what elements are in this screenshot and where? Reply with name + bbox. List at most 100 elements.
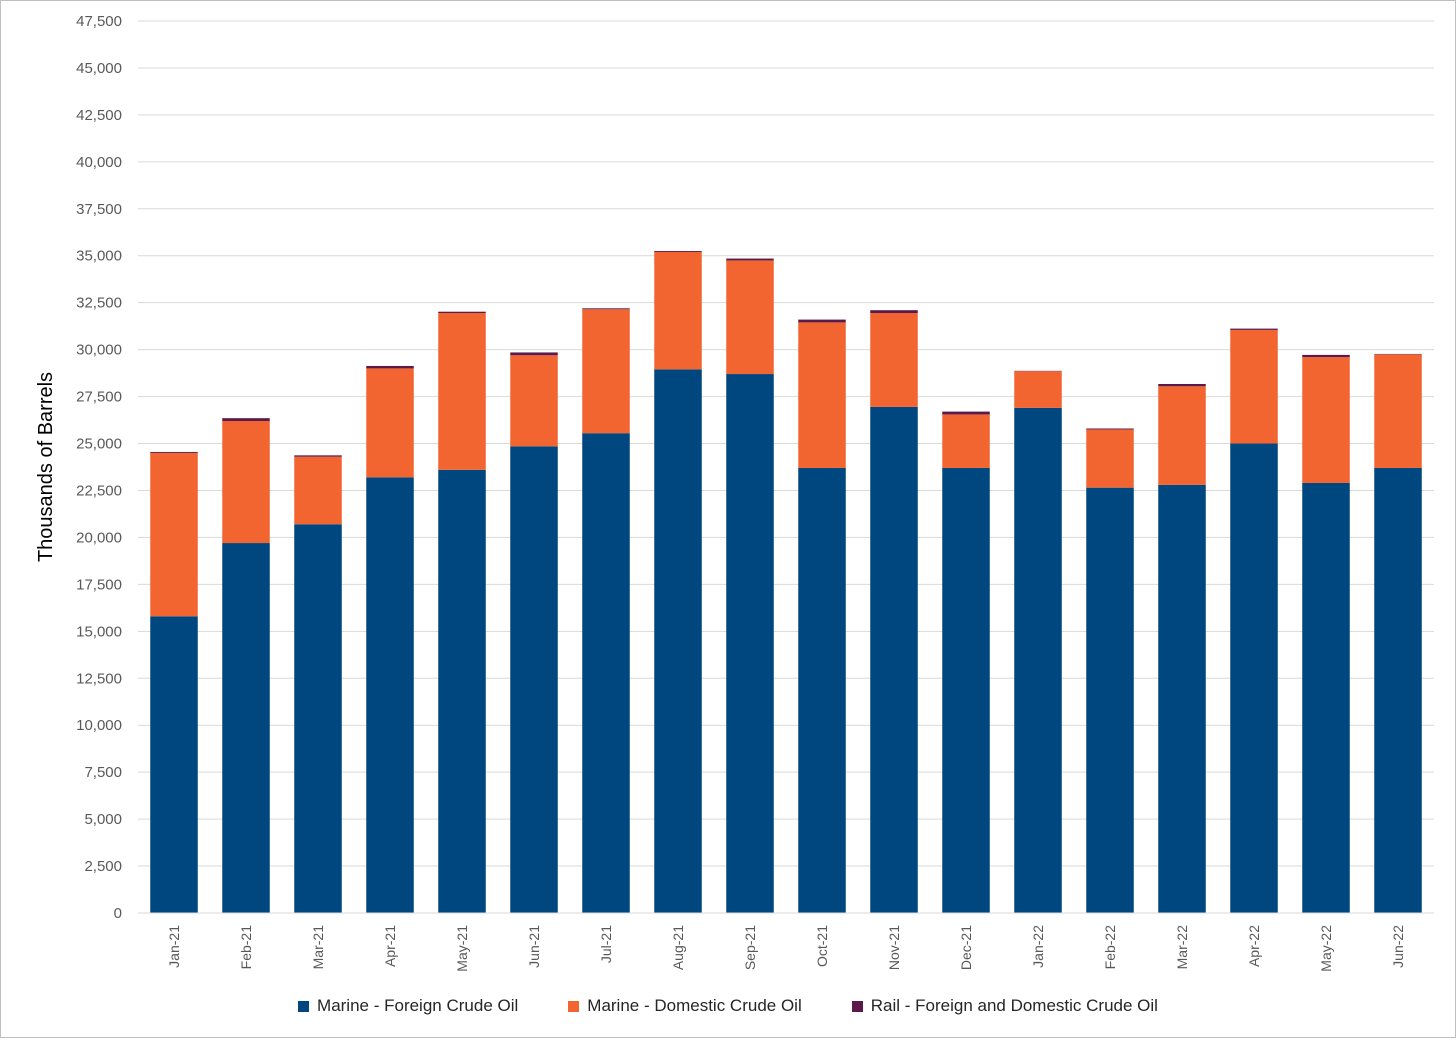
bar-segment-rail-jul-21: [582, 308, 630, 310]
y-tick-label: 40,000: [76, 154, 122, 171]
legend-label-rail: Rail - Foreign and Domestic Crude Oil: [870, 996, 1158, 1015]
bar-segment-marine-foreign-jan-21: [150, 616, 198, 913]
y-tick-label: 22,500: [76, 482, 122, 499]
x-tick-label: Feb-21: [238, 925, 254, 970]
y-tick-label: 42,500: [76, 107, 122, 124]
bar-segment-rail-jan-21: [150, 451, 198, 453]
x-tick-label: Feb-22: [1102, 925, 1118, 970]
bar-segment-marine-domestic-jan-21: [150, 452, 198, 617]
legend-item-marine-foreign: Marine - Foreign Crude Oil: [298, 996, 518, 1016]
bar-segment-rail-oct-21: [798, 319, 846, 323]
bar-segment-rail-may-22: [1302, 354, 1350, 358]
bar-segment-marine-domestic-dec-21: [942, 414, 990, 468]
y-tick-label: 2,500: [84, 858, 122, 875]
legend-swatch-rail: [851, 1000, 863, 1012]
legend: Marine - Foreign Crude Oil Marine - Dome…: [0, 996, 1456, 1016]
x-tick-label: Apr-22: [1246, 925, 1262, 967]
bar-segment-rail-feb-21: [222, 418, 270, 421]
legend-item-rail: Rail - Foreign and Domestic Crude Oil: [851, 996, 1158, 1016]
y-tick-label: 10,000: [76, 717, 122, 734]
x-tick-label: Sep-21: [742, 925, 758, 970]
bar-segment-marine-domestic-mar-21: [294, 456, 342, 525]
legend-label-marine-domestic: Marine - Domestic Crude Oil: [587, 996, 802, 1015]
bar-segment-marine-domestic-feb-21: [222, 420, 270, 544]
bar-segment-rail-sep-21: [726, 258, 774, 261]
bar-segment-marine-foreign-oct-21: [798, 467, 846, 913]
bar-segment-marine-foreign-aug-21: [654, 369, 702, 913]
bars: [150, 251, 1422, 914]
x-tick-label: Jan-22: [1030, 925, 1046, 968]
bar-segment-rail-apr-21: [366, 365, 414, 369]
bar-segment-marine-foreign-jun-22: [1374, 467, 1422, 913]
y-tick-label: 45,000: [76, 60, 122, 77]
bar-segment-marine-domestic-may-22: [1302, 357, 1350, 483]
y-tick-label: 20,000: [76, 529, 122, 546]
bar-segment-rail-dec-21: [942, 411, 990, 415]
legend-swatch-marine-foreign: [298, 1000, 310, 1012]
bar-segment-marine-domestic-may-21: [438, 313, 486, 470]
x-tick-label: Oct-21: [814, 925, 830, 967]
bar-segment-marine-domestic-jul-21: [582, 309, 630, 434]
x-tick-label: Aug-21: [670, 925, 686, 970]
bar-segment-marine-foreign-jun-21: [510, 446, 558, 913]
y-axis-label: Thousands of Barrels: [35, 372, 57, 562]
bar-segment-marine-domestic-feb-22: [1086, 429, 1134, 488]
y-tick-label: 7,500: [84, 764, 122, 781]
bar-segment-marine-foreign-apr-22: [1230, 443, 1278, 913]
bar-segment-marine-domestic-jun-22: [1374, 354, 1422, 468]
x-tick-label: Mar-21: [310, 925, 326, 970]
bar-segment-marine-foreign-may-22: [1302, 482, 1350, 913]
y-tick-label: 27,500: [76, 389, 122, 406]
bar-segment-marine-domestic-oct-21: [798, 322, 846, 468]
bar-segment-rail-nov-21: [870, 310, 918, 314]
legend-swatch-marine-domestic: [568, 1000, 580, 1012]
bar-segment-marine-domestic-apr-21: [366, 368, 414, 478]
y-tick-label: 32,500: [76, 295, 122, 312]
bar-segment-marine-domestic-jun-21: [510, 355, 558, 447]
x-tick-label: Jul-21: [598, 925, 614, 963]
x-tick-label: Jan-21: [166, 925, 182, 968]
bar-segment-marine-foreign-nov-21: [870, 406, 918, 913]
bar-segment-rail-mar-21: [294, 455, 342, 457]
gridlines: [138, 20, 1434, 867]
bar-segment-marine-foreign-mar-21: [294, 524, 342, 913]
bar-segment-marine-foreign-feb-22: [1086, 487, 1134, 913]
bar-segment-marine-foreign-may-21: [438, 469, 486, 913]
x-axis-ticks: Jan-21 Feb-21 Mar-21 Apr-21 May-21 Jun-21 Jul-…: [166, 925, 1406, 972]
x-tick-label: Jun-22: [1390, 925, 1406, 968]
bar-segment-marine-foreign-apr-21: [366, 477, 414, 913]
y-tick-label: 0: [114, 905, 122, 922]
y-tick-label: 47,500: [76, 13, 122, 30]
bar-segment-marine-domestic-apr-22: [1230, 329, 1278, 444]
y-axis-ticks: 0 2,500 5,000 7,500 10,000 12,500 15,000 17,500…: [76, 13, 122, 922]
x-tick-label: May-22: [1318, 925, 1334, 972]
y-tick-label: 25,000: [76, 436, 122, 453]
bar-segment-marine-domestic-jan-22: [1014, 371, 1062, 408]
bar-segment-marine-domestic-mar-22: [1158, 386, 1206, 485]
y-tick-label: 15,000: [76, 623, 122, 640]
bar-segment-rail-aug-21: [654, 251, 702, 252]
bar-segment-rail-jun-21: [510, 352, 558, 356]
bar-segment-rail-mar-22: [1158, 383, 1206, 387]
y-tick-label: 5,000: [84, 811, 122, 828]
y-tick-label: 12,500: [76, 670, 122, 687]
bar-segment-marine-domestic-aug-21: [654, 251, 702, 370]
x-tick-label: Dec-21: [958, 925, 974, 970]
x-tick-label: Nov-21: [886, 925, 902, 970]
y-tick-label: 37,500: [76, 201, 122, 218]
bar-segment-marine-foreign-sep-21: [726, 374, 774, 914]
legend-item-marine-domestic: Marine - Domestic Crude Oil: [568, 996, 802, 1016]
bar-segment-marine-foreign-jul-21: [582, 433, 630, 913]
bar-segment-marine-foreign-dec-21: [942, 467, 990, 913]
x-tick-label: Jun-21: [526, 925, 542, 968]
legend-label-marine-foreign: Marine - Foreign Crude Oil: [317, 996, 519, 1015]
bar-segment-marine-foreign-feb-21: [222, 543, 270, 913]
bar-segment-rail-may-21: [438, 311, 486, 314]
bar-segment-marine-domestic-nov-21: [870, 313, 918, 407]
bar-segment-marine-foreign-mar-22: [1158, 484, 1206, 913]
y-tick-label: 35,000: [76, 248, 122, 265]
y-tick-label: 30,000: [76, 342, 122, 359]
bar-segment-rail-feb-22: [1086, 428, 1134, 430]
y-tick-label: 17,500: [76, 576, 122, 593]
